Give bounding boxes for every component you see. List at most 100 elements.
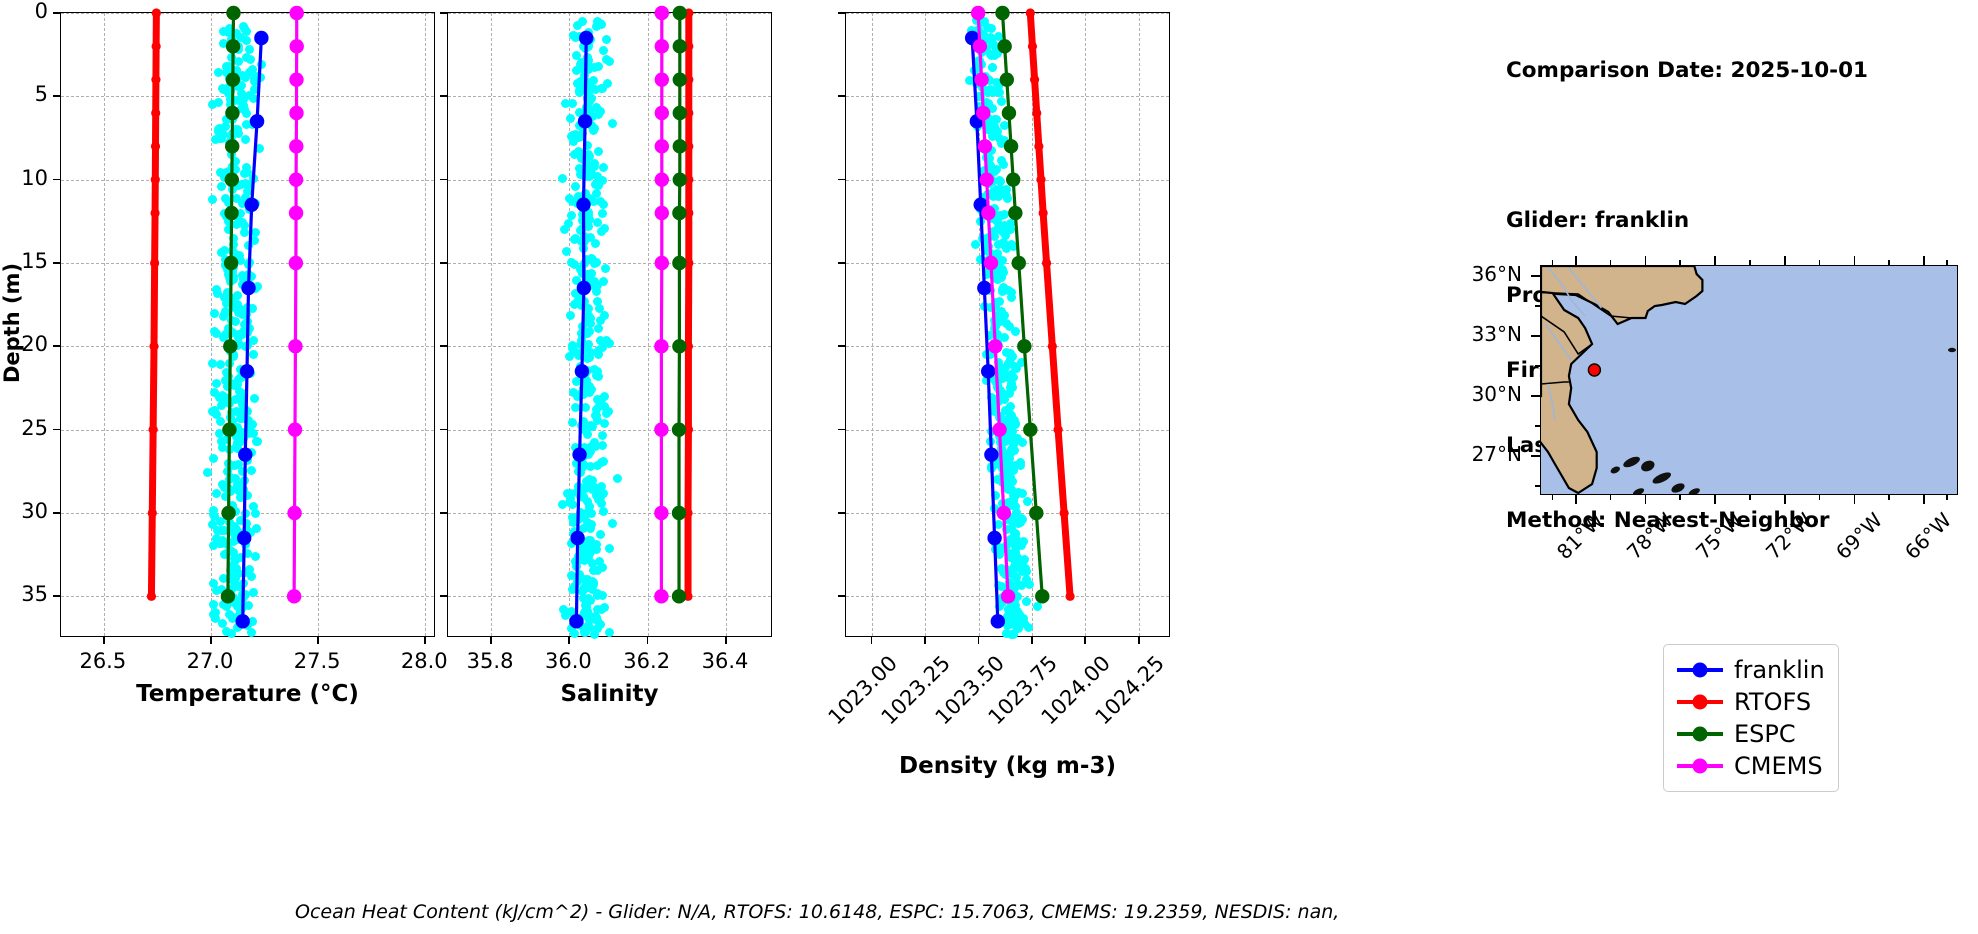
legend-item-franklin[interactable]: franklin [1677,654,1825,686]
glider-observation-point [226,94,236,104]
glider-observation-point [233,422,243,432]
glider-observation-point [230,473,240,483]
y-tick-label: 20 [21,332,48,357]
glider-observation-point [235,339,245,349]
glider-observation-point [583,354,593,364]
state-border [1541,381,1569,385]
glider-observation-point [1019,614,1029,624]
glider-observation-point [1004,358,1014,368]
glider-observation-point [215,416,225,426]
map-lat-minor-tickmark [1535,485,1540,487]
profile-marker-rtofs [1041,258,1052,268]
profile-marker-cmems [974,72,989,87]
glider-observation-point [1022,496,1032,506]
glider-observation-point [235,492,245,502]
glider-observation-point [1012,508,1022,518]
legend-item-espc[interactable]: ESPC [1677,718,1825,750]
glider-observation-point [998,264,1008,274]
profile-marker-rtofs [1053,425,1063,435]
gridline-vertical [318,13,320,636]
gridline-vertical [103,13,105,636]
profile-marker-cmems [654,339,669,354]
glider-observation-point [246,465,256,475]
map-lon-minor-tickmark-top [1888,260,1891,265]
glider-observation-point [591,84,601,94]
glider-observation-point [990,231,1000,241]
glider-observation-point [234,569,244,579]
glider-observation-point [971,240,981,250]
profile-marker-espc [672,5,688,21]
glider-observation-point [1001,230,1011,240]
glider-observation-point [242,167,252,177]
glider-observation-point [982,122,992,132]
profile-marker-espc [672,105,688,121]
glider-observation-point [592,623,602,633]
glider-observation-point [238,274,248,284]
glider-observation-point [988,87,998,97]
glider-observation-point [233,56,243,66]
glider-observation-point [217,525,227,535]
glider-observation-point [584,304,594,314]
profile-marker-cmems [654,422,669,437]
glider-observation-point [568,99,578,109]
profile-marker-cmems [970,5,986,21]
glider-observation-point [236,88,246,98]
profile-marker-rtofs [146,591,157,601]
glider-observation-point [591,544,601,554]
y-tickmark [53,345,61,348]
profile-marker-franklin [977,280,992,296]
glider-observation-point [588,566,598,576]
glider-observation-point [228,351,238,361]
glider-observation-point [579,389,589,399]
island-bermuda [1948,347,1956,353]
glider-observation-point [568,344,578,354]
glider-observation-point [1002,629,1012,639]
glider-observation-point [994,255,1004,265]
glider-observation-point [217,618,227,628]
glider-observation-point [994,519,1004,529]
glider-observation-point [1012,572,1022,582]
profile-marker-rtofs [1059,508,1069,518]
glider-observation-point [578,524,588,534]
salinity-profile-x-axis-label: Salinity [560,681,659,707]
glider-observation-point [247,420,257,430]
map-lat-minor-tickmark [1535,365,1540,367]
legend-item-cmems[interactable]: CMEMS [1677,750,1825,782]
profile-marker-cmems [287,422,303,437]
glider-observation-point [1000,394,1010,404]
glider-observation-point [1008,466,1018,476]
y-tick-label: 15 [21,249,48,273]
profile-marker-franklin [237,530,252,546]
glider-observation-point [1011,542,1021,552]
profile-marker-cmems [654,39,669,54]
legend-line-swatch [1677,726,1723,742]
glider-observation-point [235,437,245,447]
glider-observation-point [243,601,253,611]
profile-marker-cmems [289,105,304,121]
glider-observation-point [584,152,594,162]
island-bahamas [1641,460,1655,472]
glider-observation-point [579,384,589,393]
profile-marker-espc [226,5,241,21]
glider-observation-point [216,248,226,258]
glider-observation-point [996,317,1005,327]
glider-observation-point [571,50,581,60]
glider-observation-point [586,319,596,329]
y-tick-label: 0 [34,0,48,23]
river [1547,383,1556,421]
glider-observation-point [253,282,263,291]
glider-observation-point [605,543,615,553]
glider-observation-point [1002,194,1012,204]
glider-observation-point [996,309,1006,319]
map-lon-tickmark-top [1783,256,1786,265]
legend-item-rtofs[interactable]: RTOFS [1677,686,1825,718]
x-tick-label: 28.0 [400,649,448,673]
glider-observation-point [612,473,622,483]
glider-observation-point [1004,388,1014,398]
glider-observation-point [245,565,255,575]
info-spacer [1506,133,1868,158]
profile-marker-rtofs [1034,141,1044,151]
glider-observation-point [985,161,995,171]
map-lon-tickmark-top [1644,256,1647,265]
legend-label: ESPC [1734,720,1796,748]
